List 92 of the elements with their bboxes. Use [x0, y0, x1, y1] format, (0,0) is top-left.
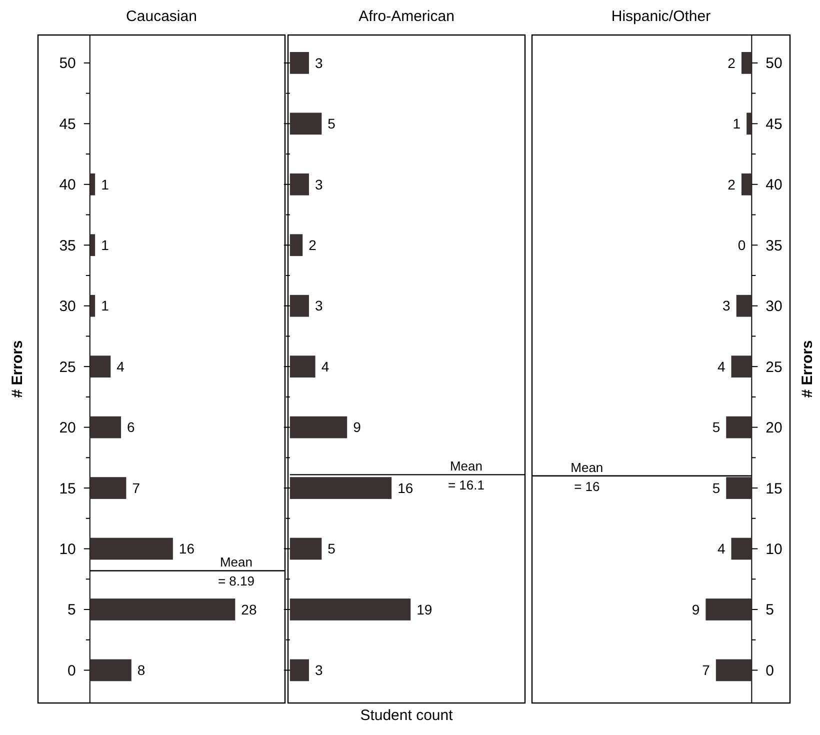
bar — [290, 52, 309, 74]
data-label: 3 — [314, 176, 323, 192]
y-tick-label: 30 — [766, 298, 782, 316]
bar — [90, 659, 132, 682]
bar — [726, 477, 752, 499]
bar — [90, 416, 122, 438]
data-label: 6 — [127, 419, 136, 436]
data-label: 2 — [308, 237, 317, 254]
y-tick-label: 20 — [766, 420, 782, 437]
y-tick-label: 10 — [766, 541, 782, 558]
data-label: 5 — [712, 419, 720, 436]
ref-line-label: Mean = 16.1 — [448, 458, 484, 493]
data-label: 5 — [328, 116, 336, 132]
data-label: 3 — [314, 662, 323, 678]
y-tick-label: 5 — [68, 602, 76, 619]
data-label: 16 — [178, 540, 195, 557]
data-label: 1 — [101, 176, 110, 192]
bar — [290, 294, 309, 317]
data-label: 2 — [728, 54, 736, 71]
x-axis-title: Student count — [360, 707, 454, 724]
ref-line-label: Mean = 16 — [570, 460, 604, 494]
bar — [90, 538, 173, 560]
y-tick-label: 45 — [59, 116, 76, 133]
data-label: 1 — [732, 116, 741, 132]
bar — [290, 598, 411, 620]
data-label: 2 — [728, 176, 736, 192]
bar — [741, 173, 752, 196]
bar — [90, 477, 126, 499]
bar — [731, 538, 752, 560]
bar — [290, 234, 303, 256]
data-label: 3 — [314, 298, 323, 314]
y-axis-title: # Errors — [799, 340, 816, 398]
bar — [731, 356, 752, 378]
y-tick-label: 15 — [766, 480, 782, 498]
y-tick-label: 0 — [68, 662, 76, 680]
data-label: 19 — [416, 601, 432, 618]
bar — [726, 416, 752, 438]
bar — [90, 294, 96, 317]
bar — [90, 598, 236, 620]
bar — [290, 356, 316, 378]
bar — [90, 234, 96, 256]
y-tick-label: 50 — [59, 55, 76, 72]
data-label: 1 — [101, 298, 110, 314]
y-tick-label: 0 — [766, 662, 774, 680]
data-label: 9 — [353, 419, 362, 436]
data-label: 4 — [717, 358, 726, 374]
data-label: 28 — [241, 601, 257, 618]
data-label: 4 — [321, 358, 330, 374]
y-tick-label: 10 — [59, 541, 76, 558]
y-tick-label: 35 — [766, 237, 782, 254]
y-axis-title: # Errors — [9, 340, 26, 398]
data-label: 4 — [717, 540, 726, 557]
data-label: 9 — [692, 601, 700, 618]
data-label: 16 — [398, 480, 414, 496]
bar — [716, 659, 752, 682]
data-label: 8 — [137, 662, 146, 678]
bar — [290, 659, 309, 682]
y-tick-label: 25 — [766, 358, 782, 376]
bar — [741, 52, 752, 74]
bar — [290, 112, 322, 135]
data-label: 7 — [702, 662, 710, 678]
y-tick-label: 40 — [59, 176, 76, 194]
data-label: 0 — [738, 237, 746, 254]
bar — [90, 173, 96, 196]
data-label: 1 — [101, 237, 110, 254]
y-tick-label: 20 — [59, 420, 76, 437]
y-tick-label: 50 — [766, 55, 782, 72]
data-label: 5 — [328, 540, 336, 557]
bar — [290, 416, 348, 438]
chart-title: Afro-American — [358, 8, 454, 25]
data-label: 7 — [132, 480, 140, 496]
data-label: 5 — [712, 480, 720, 496]
data-label: 3 — [314, 54, 323, 71]
bar — [706, 598, 752, 620]
bar — [290, 538, 322, 560]
y-tick-label: 40 — [766, 176, 782, 194]
y-tick-label: 35 — [59, 237, 76, 254]
ref-line-label: Mean = 8.19 — [218, 554, 254, 589]
y-tick-label: 15 — [59, 480, 76, 498]
chart-title: Caucasian — [126, 8, 197, 25]
data-label: 3 — [722, 298, 731, 314]
bar — [746, 112, 752, 135]
chart-title: Hispanic/Other — [611, 8, 711, 25]
y-tick-label: 25 — [59, 358, 76, 376]
y-tick-label: 5 — [766, 602, 774, 619]
bar — [290, 173, 309, 196]
y-tick-label: 30 — [59, 298, 76, 316]
bar — [290, 477, 392, 499]
y-tick-label: 45 — [766, 116, 782, 133]
data-label: 4 — [116, 358, 125, 374]
bar — [736, 294, 752, 317]
bar — [90, 356, 111, 378]
